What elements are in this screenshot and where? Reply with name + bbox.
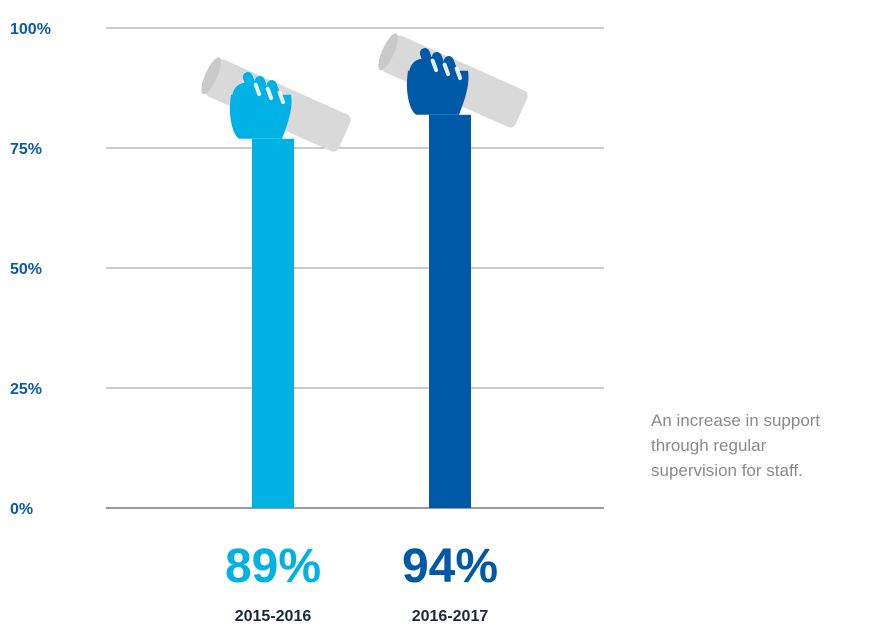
y-tick-label: 75% xyxy=(10,141,42,158)
y-tick-label: 100% xyxy=(10,21,51,38)
bar xyxy=(429,114,471,509)
bars xyxy=(201,33,528,509)
raised-fist-icon xyxy=(378,33,528,128)
bar-2016-2017 xyxy=(378,33,528,509)
bar-labels: 89% 2015-2016 94% 2016-2017 xyxy=(225,540,498,625)
bar-category-label: 2016-2017 xyxy=(412,608,489,625)
bar-2015-2016 xyxy=(201,57,351,509)
caption-line: supervision for staff. xyxy=(651,461,803,480)
raised-fist-icon xyxy=(201,57,351,152)
y-tick-label: 50% xyxy=(10,261,42,278)
y-tick-label: 0% xyxy=(10,501,33,518)
gridlines xyxy=(106,27,604,509)
chart-caption: An increase in support through regular s… xyxy=(651,408,881,483)
bar-category-label: 2015-2016 xyxy=(235,608,312,625)
y-tick-label: 25% xyxy=(10,381,42,398)
y-axis-tick-labels: 0% 25% 50% 75% 100% xyxy=(10,21,51,518)
bar xyxy=(252,138,294,509)
caption-line: An increase in support xyxy=(651,411,821,430)
caption-line: through regular xyxy=(651,436,767,455)
bar-value-label: 94% xyxy=(402,540,498,593)
bar-value-label: 89% xyxy=(225,540,321,593)
